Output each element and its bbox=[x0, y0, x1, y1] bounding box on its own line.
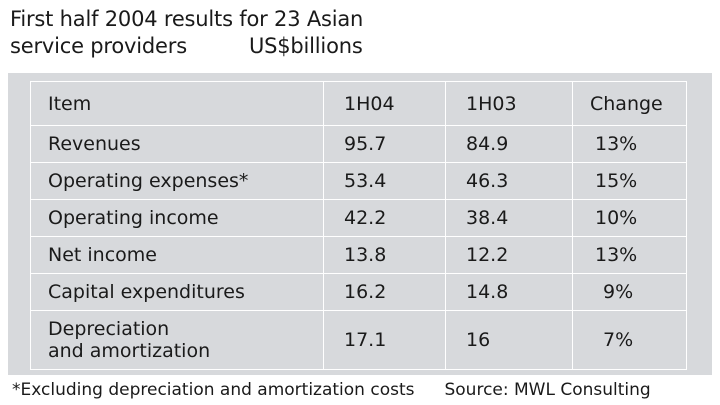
row-1h04: 16.2 bbox=[323, 273, 446, 311]
row-1h04: 95.7 bbox=[323, 125, 446, 163]
row-item-line-2: and amortization bbox=[48, 340, 211, 362]
row-1h04: 42.2 bbox=[323, 199, 446, 237]
footer: *Excluding depreciation and amortization… bbox=[12, 378, 651, 402]
row-change: 10% bbox=[572, 199, 687, 237]
title-subject: service providers bbox=[10, 34, 187, 58]
row-change: 9% bbox=[572, 273, 687, 311]
unit-label: US$billions bbox=[248, 34, 363, 58]
row-1h03: 84.9 bbox=[445, 125, 573, 163]
row-1h03: 16 bbox=[445, 310, 573, 370]
row-1h04: 13.8 bbox=[323, 236, 446, 274]
row-item: Net income bbox=[30, 236, 324, 274]
source-credit: Source: MWL Consulting bbox=[444, 380, 651, 400]
table-row: Operating expenses* 53.4 46.3 15% bbox=[30, 162, 687, 200]
table-row: Revenues 95.7 84.9 13% bbox=[30, 125, 687, 163]
header-1h04: 1H04 bbox=[323, 81, 446, 126]
row-1h04: 17.1 bbox=[323, 310, 446, 370]
row-1h03: 46.3 bbox=[445, 162, 573, 200]
row-item: Operating expenses* bbox=[30, 162, 324, 200]
row-item: Revenues bbox=[30, 125, 324, 163]
table-header-row: Item 1H04 1H03 Change bbox=[30, 81, 687, 126]
row-item-line-1: Depreciation bbox=[48, 318, 170, 340]
table-row: Operating income 42.2 38.4 10% bbox=[30, 199, 687, 237]
header-1h03: 1H03 bbox=[445, 81, 573, 126]
row-1h03: 12.2 bbox=[445, 236, 573, 274]
header-item: Item bbox=[30, 81, 324, 126]
row-change: 13% bbox=[572, 125, 687, 163]
figure-title: First half 2004 results for 23 Asian ser… bbox=[10, 6, 363, 60]
row-1h03: 14.8 bbox=[445, 273, 573, 311]
header-change: Change bbox=[572, 81, 687, 126]
table-row: Net income 13.8 12.2 13% bbox=[30, 236, 687, 274]
row-change: 13% bbox=[572, 236, 687, 274]
title-line-2: service providers US$billions bbox=[10, 33, 363, 60]
row-change: 15% bbox=[572, 162, 687, 200]
table-row: Capital expenditures 16.2 14.8 9% bbox=[30, 273, 687, 311]
row-1h03: 38.4 bbox=[445, 199, 573, 237]
row-item: Capital expenditures bbox=[30, 273, 324, 311]
results-table: Item 1H04 1H03 Change Revenues 95.7 84.9… bbox=[30, 81, 687, 370]
table-row: Depreciation and amortization 17.1 16 7% bbox=[30, 310, 687, 370]
title-line-1: First half 2004 results for 23 Asian bbox=[10, 7, 364, 31]
row-item: Depreciation and amortization bbox=[30, 310, 324, 370]
row-item: Operating income bbox=[30, 199, 324, 237]
table-panel: Item 1H04 1H03 Change Revenues 95.7 84.9… bbox=[8, 73, 712, 375]
footnote: *Excluding depreciation and amortization… bbox=[12, 380, 415, 400]
row-1h04: 53.4 bbox=[323, 162, 446, 200]
row-change: 7% bbox=[572, 310, 687, 370]
